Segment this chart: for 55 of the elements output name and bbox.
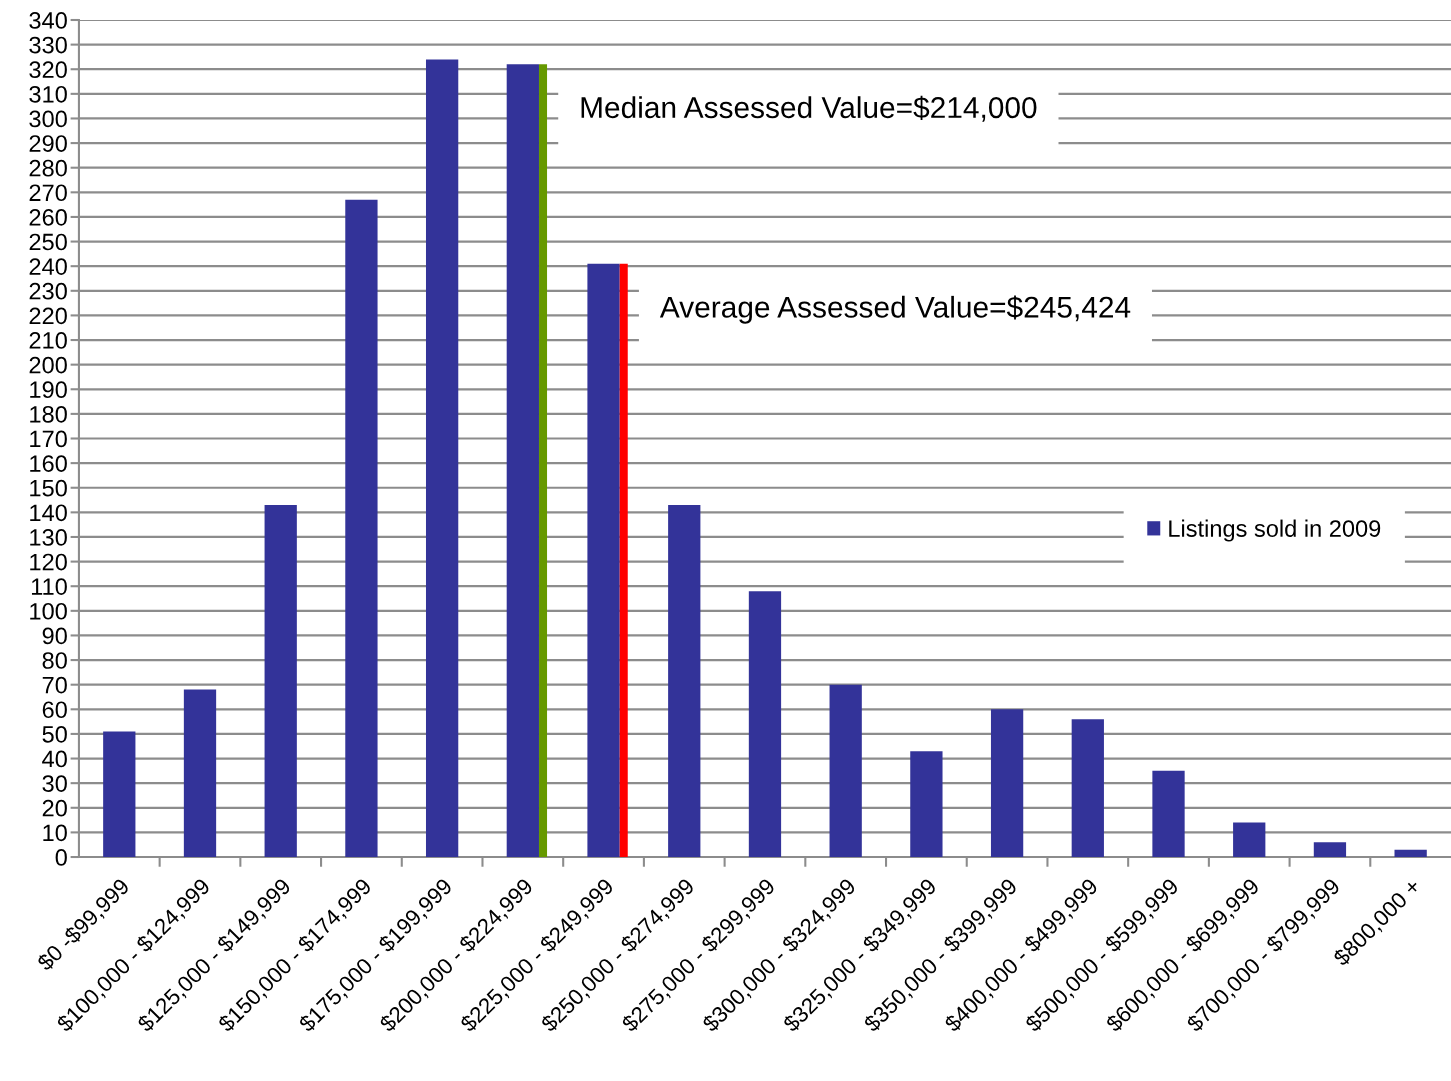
y-tick-label: 340 (29, 12, 67, 29)
y-tick-label: 280 (29, 159, 67, 177)
y-tick-label: 50 (42, 725, 67, 743)
y-tick-label: 20 (42, 799, 67, 817)
y-tick-label: 290 (29, 135, 67, 152)
y-tick-label: 250 (29, 233, 67, 251)
y-tick-label: 210 (29, 332, 67, 349)
y-tick-label: 140 (30, 504, 67, 522)
bar (990, 709, 1024, 858)
y-tick-label: 100 (30, 602, 67, 620)
y-tick-label: 70 (42, 676, 67, 694)
bar (103, 731, 136, 858)
y-tick-label: 330 (29, 36, 67, 54)
y-tick-label: 310 (29, 85, 67, 103)
bar (425, 59, 459, 858)
bar (345, 199, 378, 858)
bar (183, 689, 217, 858)
y-tick-label: 220 (29, 307, 67, 325)
bar (587, 263, 620, 858)
y-tick-label: 160 (30, 455, 67, 472)
y-tick-label: 180 (30, 405, 67, 423)
bar (506, 64, 539, 858)
y-tick-label: 150 (30, 479, 67, 497)
bar (1313, 842, 1347, 858)
y-tick-label: 40 (42, 750, 67, 768)
bar (748, 591, 782, 858)
y-tick-label: 80 (42, 652, 67, 669)
y-tick-label: 170 (30, 430, 67, 448)
bar (1394, 849, 1427, 858)
y-tick-label: 260 (29, 209, 67, 226)
y-tick-label: 10 (43, 824, 67, 842)
y-tick-label: 320 (29, 61, 67, 79)
ref-line-label: Median Assessed Value=$214,000 (581, 95, 1037, 122)
bar (668, 504, 701, 858)
y-tick-label: 120 (30, 553, 67, 571)
y-tick-label: 230 (29, 282, 67, 300)
bar (910, 751, 943, 858)
bar (264, 504, 297, 858)
y-tick-label: 30 (42, 775, 67, 792)
ref-line-label: Average Assessed Value=$245,424 (659, 295, 1131, 324)
bar (829, 684, 862, 858)
bar (1233, 822, 1266, 858)
y-tick-label: 60 (42, 701, 67, 719)
y-tick-label: 110 (31, 578, 67, 595)
legend-label: Listings sold in 2009 (1169, 519, 1381, 542)
y-tick-label: 0 (55, 849, 67, 866)
y-tick-label: 300 (29, 110, 67, 128)
bar (1152, 770, 1185, 858)
bar (1071, 719, 1104, 858)
y-tick-label: 240 (29, 258, 67, 275)
y-tick-label: 200 (29, 356, 67, 374)
y-tick-label: 90 (42, 627, 67, 645)
y-tick-label: 190 (30, 381, 67, 399)
y-tick-label: 270 (29, 184, 67, 202)
y-tick-label: 130 (30, 529, 67, 546)
